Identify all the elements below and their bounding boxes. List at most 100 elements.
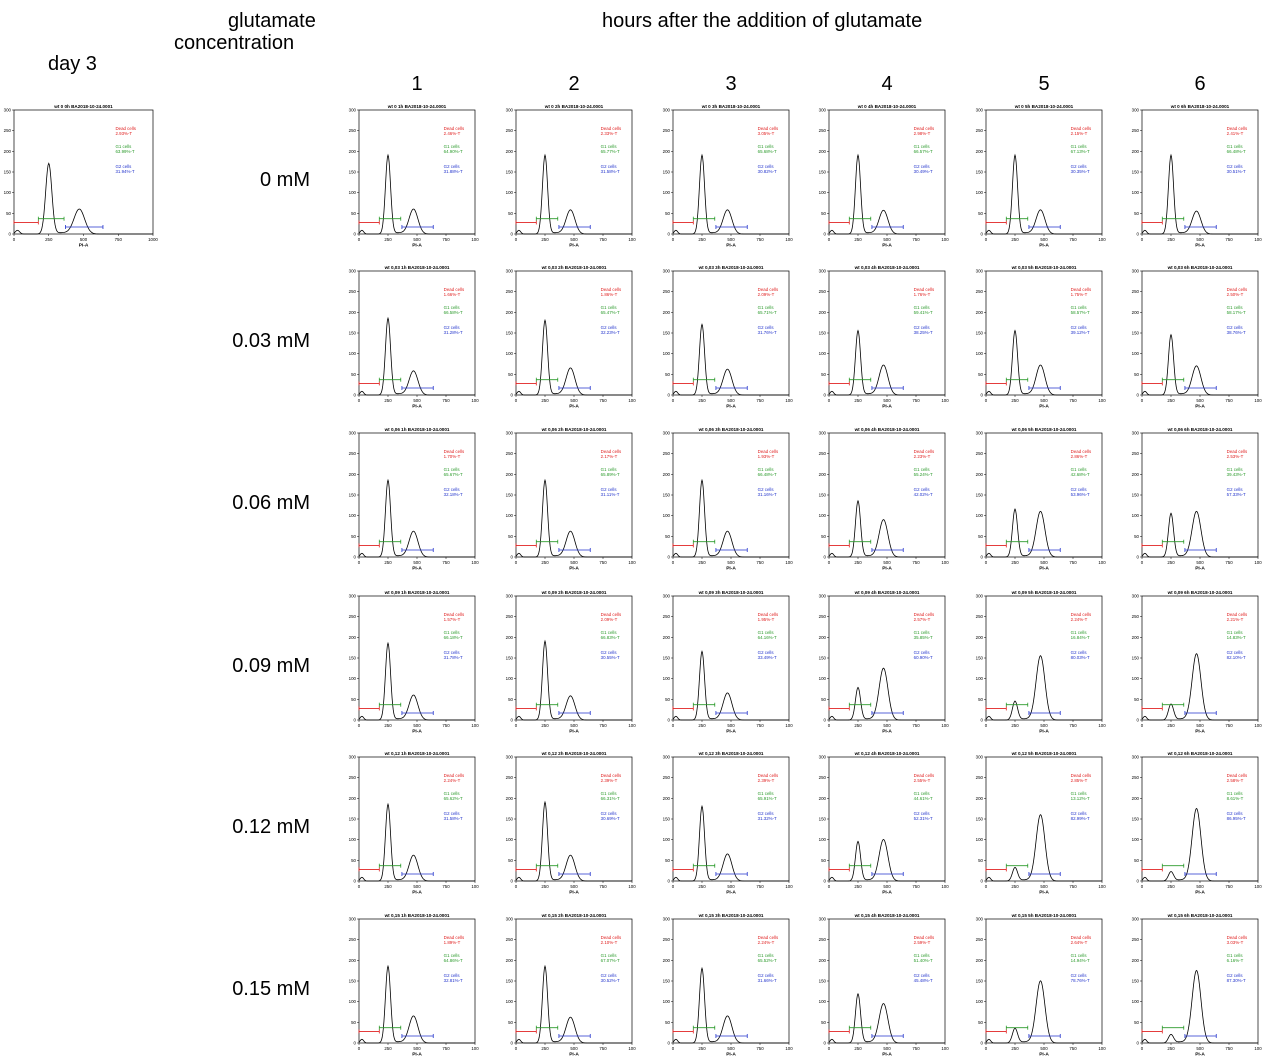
g1-cells-value: 14.83%-T [1227,635,1246,640]
dead-cells-value: 1.89%-T [444,940,461,945]
dead-cells-label: Dead cells [601,773,622,778]
x-tick-label: 0 [515,723,518,728]
x-tick-label: 100 [471,723,479,728]
y-tick-label: 0 [668,393,671,398]
x-tick-label: 750 [442,723,450,728]
g2-cells-label: G2 cells [601,650,618,655]
y-tick-label: 200 [976,958,984,963]
y-tick-label: 150 [819,656,827,661]
panel-title: wt 0 3h BA2018-10-24.0001 [701,104,761,109]
x-tick-label: 250 [1167,237,1175,242]
x-tick-label: 500 [413,723,421,728]
g1-cells-label: G1 cells [601,144,618,149]
x-axis-label: PI-A [569,729,579,735]
y-tick-label: 100 [1132,190,1140,195]
g2-cells-value: 30.51%-T [1227,169,1246,174]
y-tick-label: 200 [663,958,671,963]
panel-title: wt 0 1h BA2018-10-24.0001 [387,104,447,109]
y-tick-label: 150 [976,979,984,984]
y-tick-label: 50 [351,211,356,216]
g1-cells-value: 65.89%-T [601,472,620,477]
g2-cells-value: 82.10%-T [1227,655,1246,660]
panel-title: wt 0,15 5h BA2018-10-24.0001 [1011,913,1077,918]
histogram-panel: wt 0,15 3h BA2018-10-24.0001 0 50 100 150 200… [663,913,794,1058]
g2-cells-value: 53.96%-T [1071,492,1090,497]
x-tick-label: 750 [1225,723,1233,728]
histogram-curve [985,655,1102,721]
histogram-panel: wt 0,12 4h BA2018-10-24.0001 0 50 100 150 200… [819,751,950,896]
y-tick-label: 150 [976,817,984,822]
x-tick-label: 500 [80,237,88,242]
g2-cells-label: G2 cells [601,811,618,816]
x-tick-label: 250 [1011,398,1019,403]
y-tick-label: 50 [508,211,513,216]
y-tick-label: 0 [668,555,671,560]
y-tick-label: 200 [976,635,984,640]
y-tick-label: 150 [976,493,984,498]
y-tick-label: 50 [665,1020,670,1025]
y-tick-label: 50 [1134,697,1139,702]
x-axis-label: PI-A [726,729,736,735]
y-tick-label: 200 [349,635,357,640]
g2-cells-value: 33.49%-T [758,655,777,660]
x-tick-label: 0 [515,237,518,242]
x-tick-label: 500 [1196,560,1204,565]
g2-cells-value: 31.32%-T [758,816,777,821]
dead-cells-value: 2.15%-T [1071,131,1088,136]
dead-cells-value: 1.57%-T [444,617,461,622]
y-tick-label: 0 [511,1041,514,1046]
histogram-curve [1141,653,1258,721]
y-tick-label: 150 [663,979,671,984]
x-tick-label: 0 [828,1046,831,1051]
histogram-panel: wt 0,03 3h BA2018-10-24.0001 0 50 100 150 200… [663,265,794,410]
g1-cells-label: G1 cells [1227,305,1244,310]
y-tick-label: 50 [821,534,826,539]
g2-cells-value: 60.90%-T [914,655,933,660]
g1-cells-label: G1 cells [1071,144,1088,149]
histogram-curve [358,316,475,396]
y-tick-label: 0 [1137,393,1140,398]
x-tick-label: 750 [115,237,123,242]
dead-cells-value: 2.24%-T [1071,617,1088,622]
x-tick-label: 500 [727,237,735,242]
g1-cells-label: G1 cells [914,630,931,635]
x-tick-label: 0 [672,723,675,728]
x-tick-label: 0 [828,560,831,565]
g1-cells-label: G1 cells [758,791,775,796]
g2-cells-value: 30.82%-T [758,169,777,174]
y-tick-label: 300 [506,594,514,599]
histogram-panel: wt 0,03 1h BA2018-10-24.0001 0 50 100 150 200… [349,265,480,410]
y-tick-label: 50 [1134,534,1139,539]
histogram-curve [672,966,789,1044]
g1-cells-label: G1 cells [444,630,461,635]
panel-title: wt 0,12 3h BA2018-10-24.0001 [698,751,764,756]
y-tick-label: 150 [1132,656,1140,661]
g2-cells-label: G2 cells [758,164,775,169]
dead-cells-label: Dead cells [1071,612,1092,617]
histogram-panel: wt 0,06 6h BA2018-10-24.0001 0 50 100 150 200… [1132,427,1263,572]
g1-cells-label: G1 cells [758,630,775,635]
histogram-curve [1141,153,1258,235]
x-tick-label: 250 [1167,398,1175,403]
x-tick-label: 100 [941,884,949,889]
y-tick-label: 100 [506,190,514,195]
y-tick-label: 50 [978,858,983,863]
y-tick-label: 250 [663,937,671,942]
dead-cells-value: 1.66%-T [444,292,461,297]
x-tick-label: 500 [883,560,891,565]
g1-cells-label: G1 cells [601,630,618,635]
g1-cells-label: G1 cells [1227,791,1244,796]
histogram-curve [672,478,789,558]
y-tick-label: 300 [976,755,984,760]
panel-title: wt 0,06 4h BA2018-10-24.0001 [854,427,920,432]
x-tick-label: 100 [628,723,636,728]
panel-title: wt 0,15 4h BA2018-10-24.0001 [854,913,920,918]
g2-cells-label: G2 cells [444,973,461,978]
y-tick-label: 300 [349,269,357,274]
y-tick-label: 0 [824,718,827,723]
y-tick-label: 150 [506,331,514,336]
g1-cells-value: 8.61%-T [1227,796,1244,801]
x-tick-label: 750 [599,884,607,889]
x-tick-label: 100 [1098,560,1106,565]
y-tick-label: 250 [819,289,827,294]
